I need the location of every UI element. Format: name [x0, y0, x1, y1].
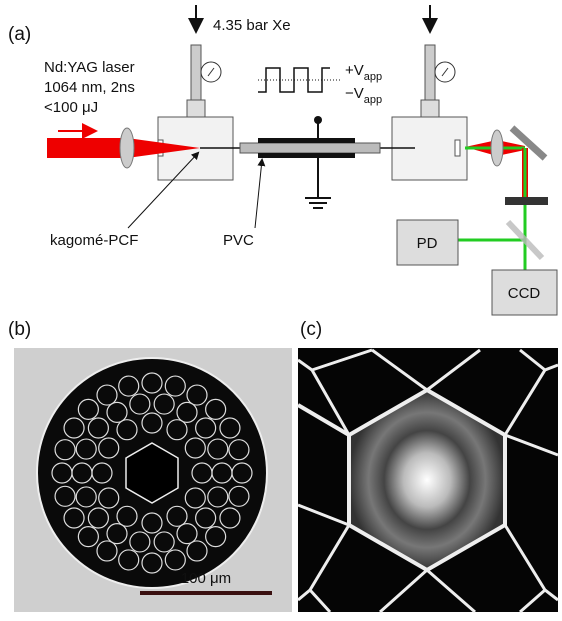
voltage-main: −V: [345, 85, 364, 102]
lens: [491, 130, 503, 166]
gas-fitting: [421, 100, 439, 117]
panel-label: (b): [8, 319, 31, 340]
fiber-label: kagomé-PCF: [50, 232, 138, 249]
figure: (a) 4.35 bar Xe Nd:YAG laser 1064 nm, 2n…: [0, 0, 562, 621]
pd-label: PD: [417, 235, 438, 252]
gas-pressure: 4.35 bar Xe: [213, 17, 291, 34]
filter: [505, 197, 548, 205]
panel-c: (c): [298, 319, 558, 612]
pointer: [255, 160, 262, 228]
scale-label: 100 μm: [181, 570, 231, 587]
voltage-sub: app: [364, 71, 382, 83]
laser-text: Nd:YAG laser: [44, 59, 135, 76]
gas-stem: [425, 45, 435, 100]
electrode: [258, 138, 355, 143]
panel-label: (c): [300, 319, 322, 340]
panel-a: (a) 4.35 bar Xe Nd:YAG laser 1064 nm, 2n…: [8, 5, 557, 315]
electrode: [258, 153, 355, 158]
voltage-main: +V: [345, 62, 364, 79]
voltage-sub: app: [364, 94, 382, 106]
window: [455, 140, 460, 156]
lens: [120, 128, 134, 168]
panel-b: (b) 100 μm: [8, 319, 292, 612]
pvc-tube: [240, 143, 380, 153]
ccd-label: CCD: [508, 285, 541, 302]
gas-fitting: [187, 100, 205, 117]
voltage-label: +Vapp: [345, 62, 382, 83]
terminal: [314, 116, 322, 124]
pvc-label: PVC: [223, 232, 254, 249]
laser-text: 1064 nm, 2ns: [44, 79, 135, 96]
mirror: [512, 128, 545, 158]
panel-label: (a): [8, 24, 31, 45]
voltage-label: −Vapp: [345, 85, 382, 106]
gas-stem: [191, 45, 201, 100]
laser-text: <100 μJ: [44, 99, 98, 116]
